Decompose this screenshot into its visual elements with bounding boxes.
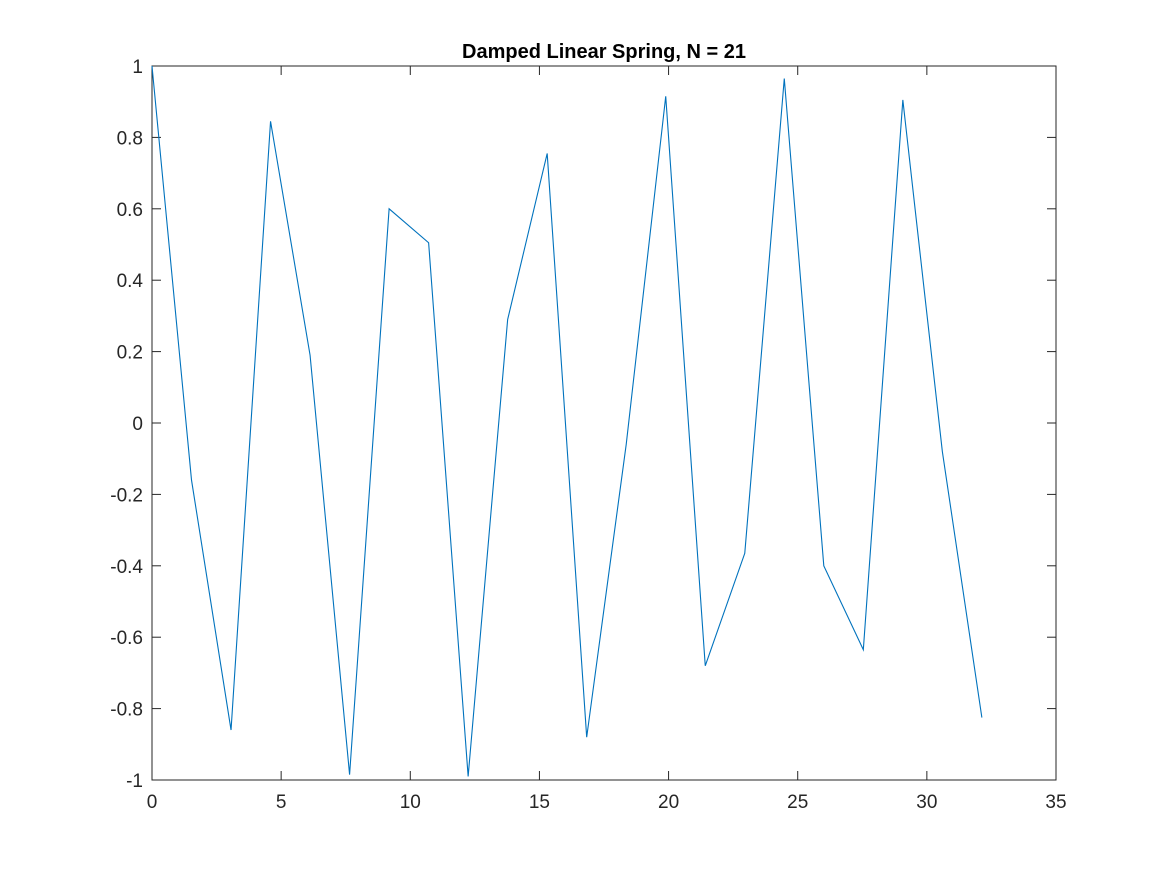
series-line	[151, 65, 983, 777]
y-tick-label: 1	[132, 57, 143, 78]
x-tick-label: 10	[400, 792, 421, 813]
x-tick-label: 0	[147, 792, 158, 813]
plot-area	[151, 65, 1057, 781]
y-tick-label: -0.8	[110, 700, 143, 721]
x-tick-label: 15	[529, 792, 550, 813]
y-tick-label: 0	[132, 414, 143, 435]
tick-marks	[151, 65, 1057, 781]
x-tick-label: 30	[916, 792, 937, 813]
x-tick-label: 5	[276, 792, 287, 813]
x-axis-tick-labels: 0 5 10 15 20 25 30 35	[147, 792, 1067, 813]
y-tick-label: -1	[126, 771, 143, 792]
y-tick-label: 0.8	[117, 128, 143, 149]
y-tick-label: 0.6	[117, 200, 143, 221]
y-tick-label: 0.4	[117, 271, 144, 292]
x-tick-label: 35	[1045, 792, 1066, 813]
y-tick-label: -0.6	[110, 628, 143, 649]
series-layer	[151, 65, 983, 777]
y-axis-tick-labels: -1 -0.8 -0.6 -0.4 -0.2 0 0.2 0.4 0.6 0.8 1	[110, 57, 143, 792]
y-tick-label: -0.2	[110, 485, 143, 506]
y-tick-label: 0.2	[117, 343, 143, 364]
x-tick-label: 25	[787, 792, 808, 813]
x-tick-label: 20	[658, 792, 679, 813]
y-tick-label: -0.4	[110, 557, 143, 578]
chart-title: Damped Linear Spring, N = 21	[462, 41, 746, 63]
